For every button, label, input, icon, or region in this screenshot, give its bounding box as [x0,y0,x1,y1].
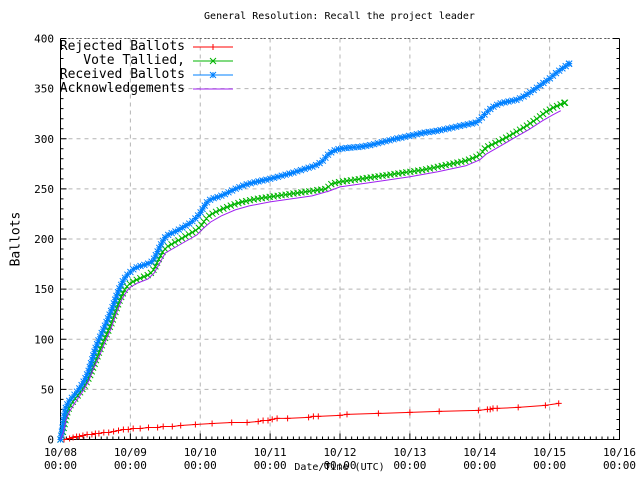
svg-text:00:00: 00:00 [393,459,426,472]
legend: Rejected Ballots Vote Tallied, Received … [35,40,235,96]
x-axis-label: Date/Time (UTC) [294,462,385,473]
svg-text:10/11: 10/11 [254,446,287,459]
svg-text:10/13: 10/13 [393,446,426,459]
svg-text:00:00: 00:00 [533,459,566,472]
svg-text:10/15: 10/15 [533,446,566,459]
svg-text:10/16: 10/16 [603,446,636,459]
legend-item-received-ballots: Received Ballots [35,68,235,82]
svg-text:150: 150 [34,283,54,296]
svg-text:10/14: 10/14 [463,446,496,459]
legend-item-vote-tallied: Vote Tallied, [35,54,235,68]
legend-line-sample-icon [193,71,233,79]
svg-text:200: 200 [34,233,54,246]
svg-text:10/12: 10/12 [323,446,356,459]
legend-item-acknowledgements: Acknowledgements [35,82,235,96]
legend-label: Rejected Ballots [59,39,185,54]
svg-text:00:00: 00:00 [323,459,356,472]
legend-line-sample-icon [193,44,233,50]
legend-line-sample-icon [193,57,233,65]
svg-text:300: 300 [34,133,54,146]
legend-label: Acknowledgements [59,81,185,96]
svg-text:00:00: 00:00 [114,459,147,472]
svg-text:00:00: 00:00 [184,459,217,472]
legend-item-rejected-ballots: Rejected Ballots [35,40,235,54]
svg-text:10/08: 10/08 [44,446,77,459]
svg-text:400: 400 [34,33,54,46]
svg-text:00:00: 00:00 [463,459,496,472]
legend-line-sample-icon [193,88,233,90]
svg-text:0: 0 [47,434,54,447]
svg-text:00:00: 00:00 [44,459,77,472]
legend-label: Vote Tallied, [83,53,185,68]
svg-text:100: 100 [34,333,54,346]
svg-text:00:00: 00:00 [603,459,636,472]
svg-text:10/10: 10/10 [184,446,217,459]
legend-label: Received Ballots [59,67,185,82]
svg-text:250: 250 [34,183,54,196]
chart-title: General Resolution: Recall the project l… [204,11,475,22]
svg-text:50: 50 [41,383,54,396]
svg-text:350: 350 [34,83,54,96]
svg-text:00:00: 00:00 [254,459,287,472]
svg-text:10/09: 10/09 [114,446,147,459]
